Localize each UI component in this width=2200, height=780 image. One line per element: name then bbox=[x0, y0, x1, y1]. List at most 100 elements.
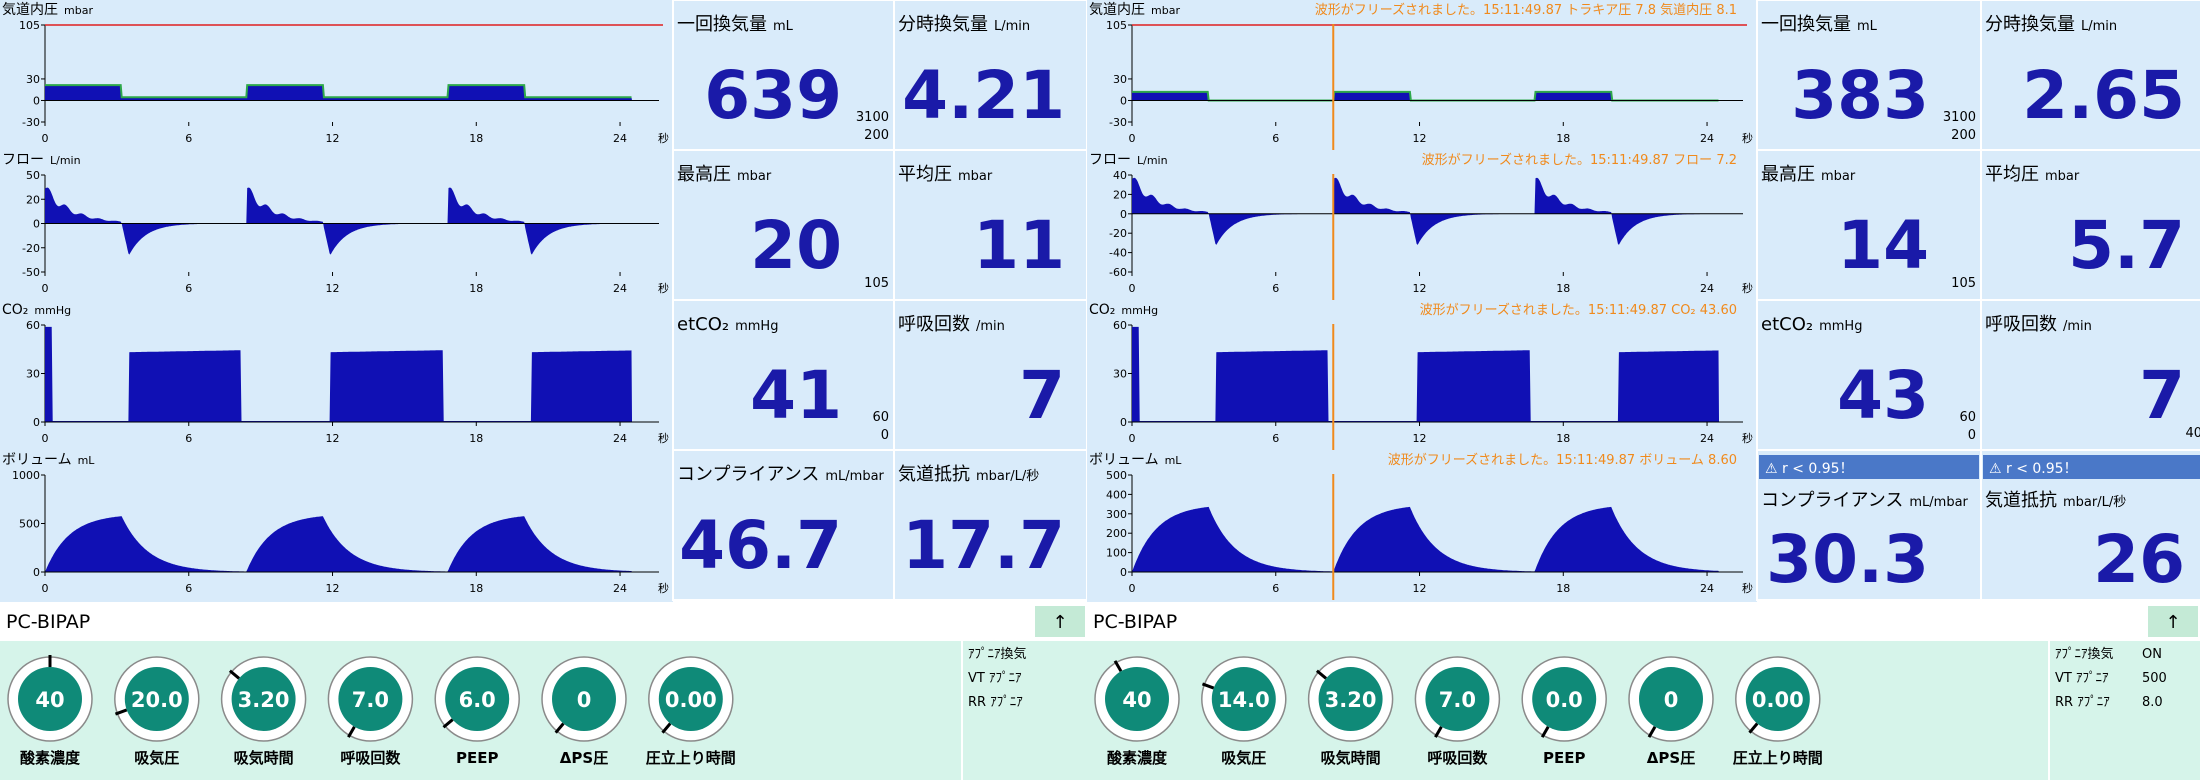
knob[interactable] bbox=[18, 667, 82, 731]
waveform-unit: mmHg bbox=[1121, 304, 1158, 317]
waveform-title: ボリューム mL bbox=[1089, 452, 1182, 468]
x-tick-label: 18 bbox=[1556, 432, 1570, 445]
y-tick-label: 500 bbox=[1106, 469, 1127, 482]
x-tick-label: 24 bbox=[1700, 282, 1714, 295]
knob-indicator bbox=[1647, 725, 1657, 738]
knob[interactable] bbox=[1425, 667, 1490, 731]
mode-button[interactable] bbox=[2148, 606, 2198, 637]
x-tick-label: 24 bbox=[613, 132, 627, 145]
mode-button[interactable] bbox=[1035, 606, 1085, 637]
knob-label: 吸気圧 bbox=[134, 749, 179, 767]
knob-indicator bbox=[1434, 725, 1443, 738]
param-label-text: 最高圧 bbox=[1761, 164, 1815, 185]
param-unit: mbar/L/秒 bbox=[976, 469, 1039, 484]
param-label: 平均圧 mbar bbox=[898, 164, 993, 185]
knob[interactable] bbox=[338, 667, 403, 731]
x-tick-label: 6 bbox=[1272, 432, 1279, 445]
param-label-text: 一回換気量 bbox=[1761, 14, 1851, 35]
knob[interactable] bbox=[1211, 667, 1276, 731]
knob[interactable] bbox=[658, 667, 723, 731]
knob-indicator bbox=[228, 669, 241, 680]
mode-name: PC-BIPAP bbox=[1093, 611, 1177, 633]
knob-label: 酸素濃度 bbox=[20, 749, 81, 767]
param-label-text: 分時換気量 bbox=[1985, 14, 2075, 35]
param-label: コンプライアンス mL/mbar bbox=[1761, 490, 1969, 511]
knob[interactable] bbox=[1532, 667, 1597, 731]
x-tick-label: 18 bbox=[469, 582, 483, 595]
x-tick-label: 18 bbox=[469, 282, 483, 295]
y-tick-label: 20 bbox=[1113, 188, 1127, 201]
param-unit: L/min bbox=[2081, 19, 2117, 34]
param-limit: 105 bbox=[1951, 276, 1976, 291]
knob[interactable] bbox=[124, 667, 189, 731]
param-label: 分時換気量 L/min bbox=[898, 14, 1030, 35]
param-cell bbox=[1756, 149, 1982, 301]
y-tick-label: 30 bbox=[26, 368, 40, 381]
x-tick-label: 12 bbox=[326, 582, 340, 595]
param-label: 一回換気量 mL bbox=[677, 14, 794, 35]
param-value: 20 bbox=[750, 207, 842, 284]
param-limit: 200 bbox=[1951, 128, 1976, 143]
knob-label: PEEP bbox=[1543, 749, 1585, 767]
waveform-title-text: CO₂ bbox=[1089, 302, 1115, 318]
knob-indicator bbox=[442, 718, 454, 729]
waveform-title: CO₂ mmHg bbox=[2, 302, 71, 318]
param-label-text: 分時換気量 bbox=[898, 14, 988, 35]
x-tick-label: 24 bbox=[1700, 432, 1714, 445]
waveform-title: フロー L/min bbox=[1089, 152, 1168, 168]
apnea-label: RR ｱﾌﾟﾆｱ bbox=[968, 695, 1023, 710]
x-unit: 秒 bbox=[1742, 581, 1753, 595]
apnea-value: ON bbox=[2142, 647, 2162, 662]
knob[interactable] bbox=[1318, 667, 1383, 731]
x-unit: 秒 bbox=[658, 581, 669, 595]
y-tick-label: -20 bbox=[1109, 227, 1127, 240]
param-label: 気道抵抗 mbar/L/秒 bbox=[1985, 490, 2126, 511]
x-tick-label: 12 bbox=[326, 132, 340, 145]
knob-value: 20.0 bbox=[131, 688, 183, 712]
param-label-text: etCO₂ bbox=[1761, 314, 1813, 335]
y-tick-label: 400 bbox=[1106, 488, 1127, 501]
param-unit: /min bbox=[2063, 319, 2092, 334]
x-unit: 秒 bbox=[1742, 131, 1753, 145]
param-cell bbox=[1980, 0, 2200, 151]
knob[interactable] bbox=[1639, 667, 1703, 731]
knob[interactable] bbox=[445, 667, 510, 731]
knob[interactable] bbox=[1745, 667, 1810, 731]
knob-value: 0.00 bbox=[665, 688, 717, 712]
param-value: 4.21 bbox=[902, 57, 1065, 134]
knob-label: 圧立上り時間 bbox=[1733, 749, 1823, 767]
param-unit: mbar bbox=[1821, 169, 1856, 184]
waveform-title: 気道内圧 mbar bbox=[1089, 2, 1180, 18]
waveform bbox=[1132, 506, 1720, 572]
x-unit: 秒 bbox=[1742, 431, 1753, 445]
knob-indicator bbox=[661, 722, 672, 734]
knob[interactable] bbox=[552, 667, 616, 731]
param-value: 41 bbox=[750, 357, 842, 434]
knob[interactable] bbox=[231, 667, 296, 731]
x-tick-label: 24 bbox=[1700, 132, 1714, 145]
param-value: 14 bbox=[1837, 207, 1929, 284]
waveform-unit: mbar bbox=[64, 4, 93, 17]
x-tick-label: 0 bbox=[1129, 132, 1136, 145]
waveform bbox=[45, 85, 633, 101]
param-unit: /min bbox=[976, 319, 1005, 334]
knob-value: 6.0 bbox=[459, 688, 496, 712]
x-tick-label: 0 bbox=[1129, 582, 1136, 595]
waveform bbox=[1132, 91, 1720, 101]
knob-value: 0 bbox=[1664, 688, 1679, 712]
param-label-text: 気道抵抗 bbox=[1985, 490, 2057, 511]
waveform-title-text: ボリューム bbox=[2, 452, 72, 468]
param-label: etCO₂ mmHg bbox=[1761, 314, 1862, 335]
apnea-value: 8.0 bbox=[2142, 695, 2163, 710]
knob-label: 酸素濃度 bbox=[1107, 749, 1168, 767]
param-cell bbox=[1980, 299, 2200, 451]
apnea-label: ｱﾌﾟﾆｱ換気 bbox=[2055, 646, 2114, 662]
param-value: 26 bbox=[2093, 521, 2185, 598]
param-limit: 40 bbox=[2185, 426, 2200, 441]
knob[interactable] bbox=[1105, 667, 1169, 731]
knob-indicator bbox=[1748, 722, 1759, 734]
y-tick-label: 0 bbox=[1120, 208, 1127, 221]
waveform-title: フロー L/min bbox=[2, 152, 81, 168]
apnea-label: ｱﾌﾟﾆｱ換気 bbox=[968, 646, 1027, 662]
